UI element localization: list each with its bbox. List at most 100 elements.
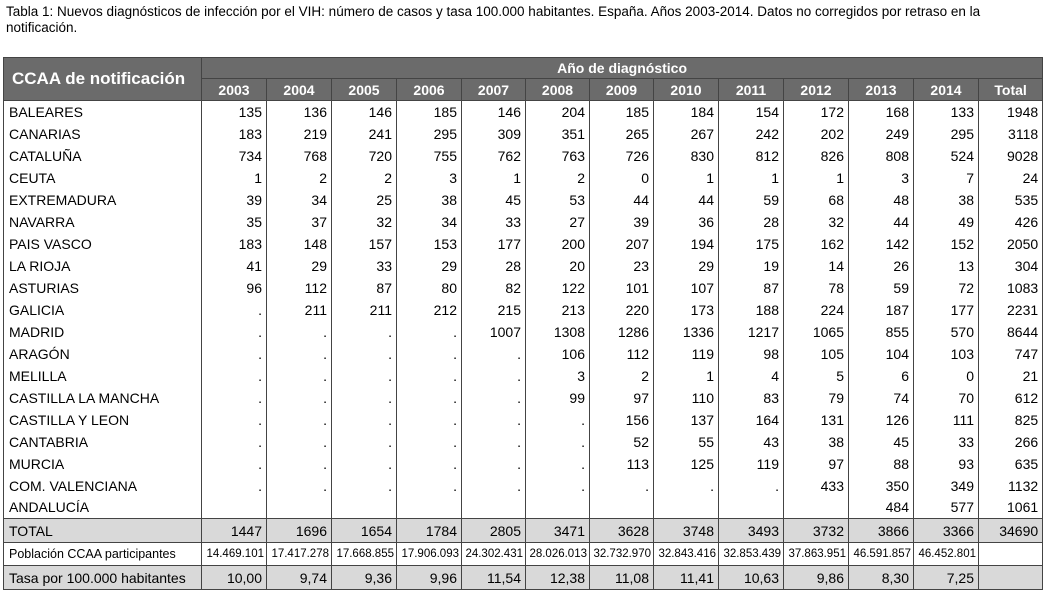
cell-total: 34690 (977, 518, 1044, 543)
cell-2013: 484 (848, 496, 914, 519)
cell-2013: 3 (848, 166, 914, 189)
cell-2013: 59 (848, 276, 914, 299)
cell-2014: 0 (913, 364, 979, 387)
cell-total (977, 565, 1044, 590)
cell-2004: . (266, 320, 332, 343)
cell-2011: 10,63 (718, 565, 784, 590)
row-label: PAIS VASCO (3, 232, 202, 255)
cell-2012: 5 (783, 364, 849, 387)
cell-2005: 157 (331, 232, 397, 255)
cell-2005: . (331, 452, 397, 475)
year-header-2014: 2014 (913, 78, 979, 101)
cell-2006: 755 (396, 144, 462, 167)
cell-2008: 28.026.013 (525, 542, 590, 566)
cell-2007: 11,54 (461, 565, 526, 590)
cell-2007: 309 (461, 122, 526, 145)
cell-2013: 104 (848, 342, 914, 365)
cell-2006: . (396, 342, 462, 365)
year-header-2010: 2010 (653, 78, 719, 101)
cell-2008: 3471 (525, 518, 590, 543)
cell-2011 (718, 496, 784, 519)
cell-2012: 9,86 (783, 565, 849, 590)
row-label: CEUTA (3, 166, 202, 189)
cell-2010: 184 (653, 100, 719, 123)
cell-2012: 78 (783, 276, 849, 299)
cell-2007: 762 (461, 144, 526, 167)
cell-2009: 3628 (589, 518, 654, 543)
cell-2008: 99 (525, 386, 590, 409)
year-header-2004: 2004 (266, 78, 332, 101)
cell-2005 (331, 496, 397, 519)
cell-2009: 220 (589, 298, 654, 321)
population-row: Población CCAA participantes 14.469.101 17… (3, 542, 1044, 566)
row-label: GALICIA (3, 298, 202, 321)
cell-2008: . (525, 474, 590, 497)
cell-2013: 126 (848, 408, 914, 431)
cell-2014: 7 (913, 166, 979, 189)
cell-2003: 10,00 (201, 565, 267, 590)
cell-2011: 175 (718, 232, 784, 255)
year-header-2009: 2009 (589, 78, 654, 101)
cell-2005: 9,36 (331, 565, 397, 590)
table-row: CASTILLA LA MANCHA..... 99 97 110 83 79 74 70 61… (3, 386, 1044, 409)
cell-2012: 202 (783, 122, 849, 145)
cell-2012: 38 (783, 430, 849, 453)
cell-2007: 1 (461, 166, 526, 189)
cell-2005: 17.668.855 (331, 542, 397, 566)
cell-2004: 34 (266, 188, 332, 211)
cell-2004: 37 (266, 210, 332, 233)
cell-total: 8644 (977, 320, 1044, 343)
cell-2012: 105 (783, 342, 849, 365)
cell-2008: 204 (525, 100, 590, 123)
cell-2010: 36 (653, 210, 719, 233)
cell-2010: 29 (653, 254, 719, 277)
cell-total: 635 (977, 452, 1044, 475)
cell-2011: 812 (718, 144, 784, 167)
table-row: ASTURIAS 96 112 87 80 82 122 101 107 87 78 59 72 1083 (3, 276, 1044, 299)
cell-2008: . (525, 408, 590, 431)
cell-2014: 177 (913, 298, 979, 321)
cell-2006: . (396, 364, 462, 387)
cell-total: 304 (977, 254, 1044, 277)
hiv-diagnoses-table: CCAA de notificación Año de diagnóstico … (3, 57, 1044, 590)
cell-2008: 12,38 (525, 565, 590, 590)
cell-2006: 1784 (396, 518, 462, 543)
cell-2003 (201, 496, 267, 519)
cell-2009: 44 (589, 188, 654, 211)
cell-2006: 80 (396, 276, 462, 299)
cell-2006: . (396, 430, 462, 453)
row-label: CANARIAS (3, 122, 202, 145)
cell-2005: 241 (331, 122, 397, 145)
cell-2014: 93 (913, 452, 979, 475)
cell-2014: 295 (913, 122, 979, 145)
row-label: CANTABRIA (3, 430, 202, 453)
table-row: MELILLA..... 3 2 1 4 5 6 0 21 (3, 364, 1044, 387)
cell-total: 2050 (977, 232, 1044, 255)
cell-2006: 17.906.093 (396, 542, 462, 566)
cell-2006: 153 (396, 232, 462, 255)
cell-2014: 3366 (913, 518, 979, 543)
cell-2004: 2 (266, 166, 332, 189)
cell-2012: 97 (783, 452, 849, 475)
cell-total: 1948 (977, 100, 1044, 123)
cell-2013: 142 (848, 232, 914, 255)
cell-2012: 1065 (783, 320, 849, 343)
cell-2014: 570 (913, 320, 979, 343)
cell-2011: 83 (718, 386, 784, 409)
cell-2012: 162 (783, 232, 849, 255)
cell-2006: 29 (396, 254, 462, 277)
cell-2011: 188 (718, 298, 784, 321)
cell-2009 (589, 496, 654, 519)
cell-2004: 219 (266, 122, 332, 145)
table-row: ANDALUCÍA 484 577 1061 (3, 496, 1044, 519)
cell-2007: . (461, 474, 526, 497)
cell-2013: 187 (848, 298, 914, 321)
table-row: CATALUÑA 734 768 720 755 762 763 726 830 812 826 80… (3, 144, 1044, 167)
cell-2006: 3 (396, 166, 462, 189)
cell-2014: 13 (913, 254, 979, 277)
row-label: MADRID (3, 320, 202, 343)
cell-total: 9028 (977, 144, 1044, 167)
cell-2010 (653, 496, 719, 519)
cell-2010: 125 (653, 452, 719, 475)
row-label: NAVARRA (3, 210, 202, 233)
